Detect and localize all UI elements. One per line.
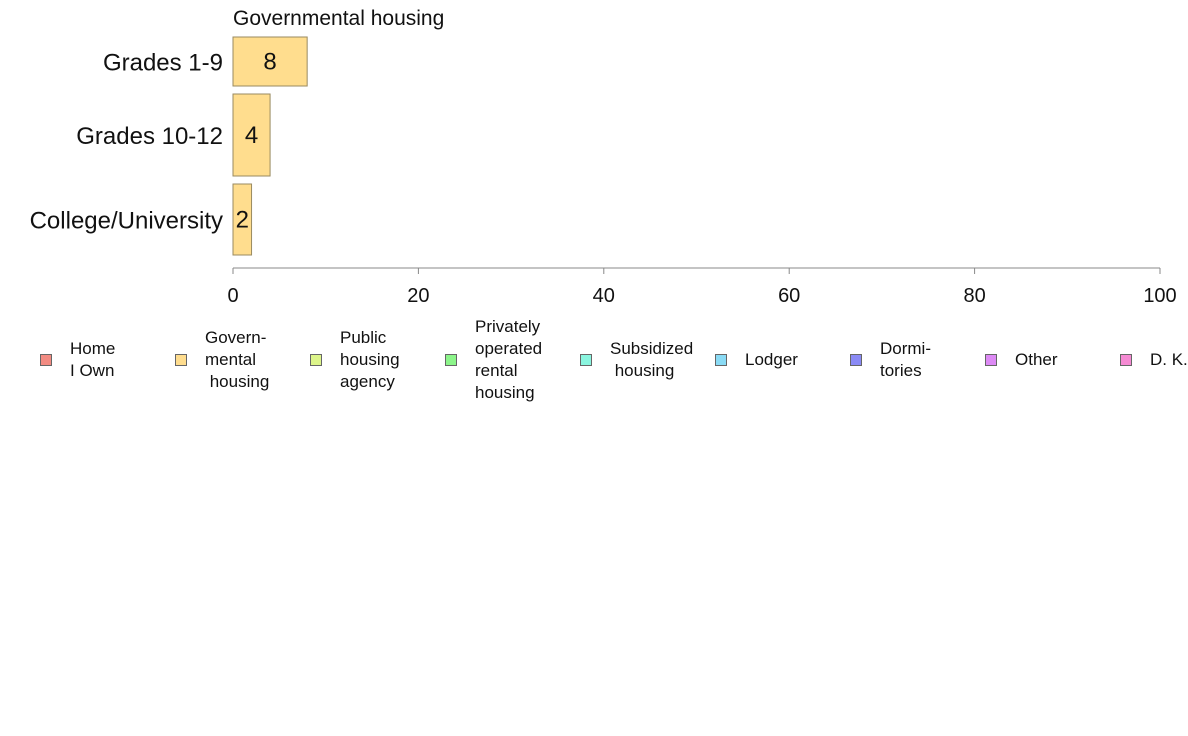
data-label: 8: [263, 49, 276, 76]
legend-swatch: [715, 354, 727, 366]
bar: [232, 93, 271, 177]
x-tick-label: 80: [963, 285, 985, 307]
data-label: 4: [245, 122, 258, 149]
legend-label: Lodger: [745, 350, 798, 369]
chart: Governmental housing 842 Grades 1-9Grade…: [30, 7, 1177, 307]
bars: 8 4 2: [232, 36, 308, 256]
legend-item: Govern- mental housing: [175, 327, 269, 393]
legend: Home I Own Govern- mental housing Public h…: [0, 316, 1188, 406]
bar: [232, 36, 308, 87]
bar: [232, 183, 253, 256]
legend-item: Dormi- tories: [850, 338, 931, 382]
legend-item: Home I Own: [40, 338, 115, 382]
legend-swatch: [850, 354, 862, 366]
legend-item: Public housing agency: [310, 327, 400, 393]
x-tick-label: 60: [778, 285, 800, 307]
legend-label: Subsidized housing: [610, 339, 694, 380]
legend-label: Privately operated rental housing: [475, 317, 543, 402]
legend-label: Home I Own: [70, 339, 116, 380]
legend-label: Other: [1015, 350, 1058, 369]
legend-item: Lodger: [715, 349, 798, 371]
legend-item: Privately operated rental housing: [445, 316, 542, 404]
x-tick-label: 40: [593, 285, 615, 307]
legend-label: Public housing agency: [340, 328, 400, 391]
legend-item: Subsidized housing: [580, 338, 693, 382]
x-tick-label: 100: [1143, 285, 1176, 307]
x-tick-label: 0: [227, 285, 238, 307]
legend-swatch: [40, 354, 52, 366]
legend-label: Dormi- tories: [880, 339, 931, 380]
legend-item: D. K.: [1120, 349, 1188, 371]
chart-title: Governmental housing: [233, 7, 444, 30]
legend-label: D. K.: [1150, 350, 1188, 369]
category-label: Grades 1-9: [103, 50, 223, 77]
legend-item: Other: [985, 349, 1058, 371]
x-tick-label: 20: [407, 285, 429, 307]
data-label: 2: [236, 207, 249, 234]
category-label: Grades 10-12: [76, 123, 223, 150]
legend-swatch: [445, 354, 457, 366]
legend-label: Govern- mental housing: [205, 328, 270, 391]
legend-swatch: [175, 354, 187, 366]
legend-swatch: [1120, 354, 1132, 366]
legend-swatch: [985, 354, 997, 366]
x-axis: 0 20 40 60 80 100: [227, 267, 1177, 307]
category-labels: Grades 1-9 Grades 10-12 College/University: [30, 50, 223, 235]
legend-swatch: [580, 354, 592, 366]
category-label: College/University: [30, 208, 223, 235]
legend-swatch: [310, 354, 322, 366]
